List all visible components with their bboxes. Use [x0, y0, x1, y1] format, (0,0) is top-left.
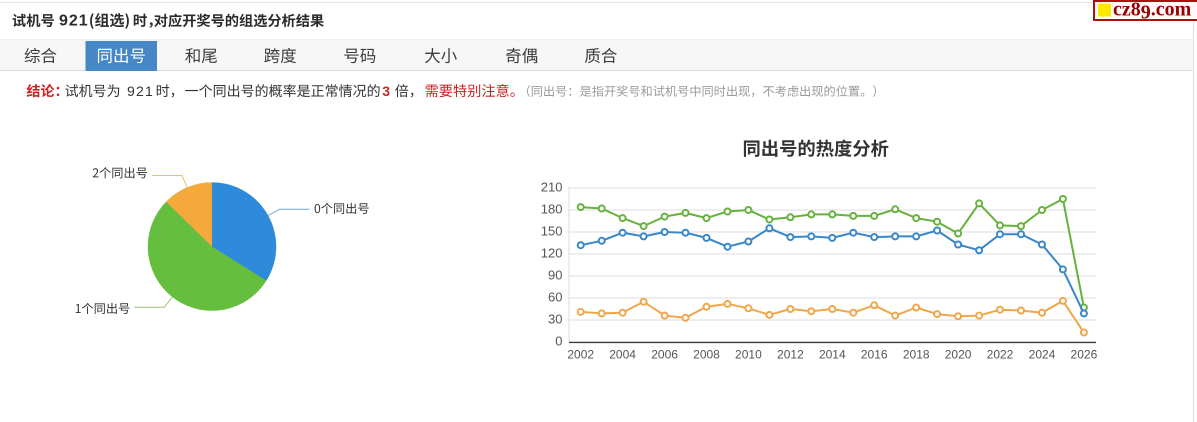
svg-text:2010: 2010 — [735, 348, 762, 362]
svg-text:0: 0 — [555, 333, 562, 348]
svg-text:2004: 2004 — [609, 348, 636, 362]
svg-text:921: 921 — [127, 83, 154, 99]
svg-text:2024: 2024 — [1029, 348, 1056, 362]
svg-text:180: 180 — [541, 201, 563, 216]
svg-text:2002: 2002 — [567, 348, 594, 362]
svg-text:2008: 2008 — [693, 348, 720, 362]
svg-text:2026: 2026 — [1071, 348, 1098, 362]
svg-text:2018: 2018 — [903, 348, 930, 362]
svg-text:210: 210 — [541, 179, 563, 194]
svg-text:30: 30 — [548, 311, 562, 326]
svg-text:150: 150 — [541, 223, 563, 238]
svg-text:3: 3 — [382, 83, 390, 99]
svg-text:cz89.com: cz89.com — [1113, 0, 1192, 24]
svg-text:921: 921 — [59, 13, 89, 30]
svg-text:2012: 2012 — [777, 348, 804, 362]
svg-text:2016: 2016 — [861, 348, 888, 362]
svg-text:2022: 2022 — [987, 348, 1014, 362]
svg-text:120: 120 — [541, 245, 563, 260]
svg-text:2014: 2014 — [819, 348, 846, 362]
svg-text:2006: 2006 — [651, 348, 678, 362]
svg-text:60: 60 — [548, 289, 562, 304]
svg-text:90: 90 — [548, 267, 562, 282]
svg-text:2020: 2020 — [945, 348, 972, 362]
